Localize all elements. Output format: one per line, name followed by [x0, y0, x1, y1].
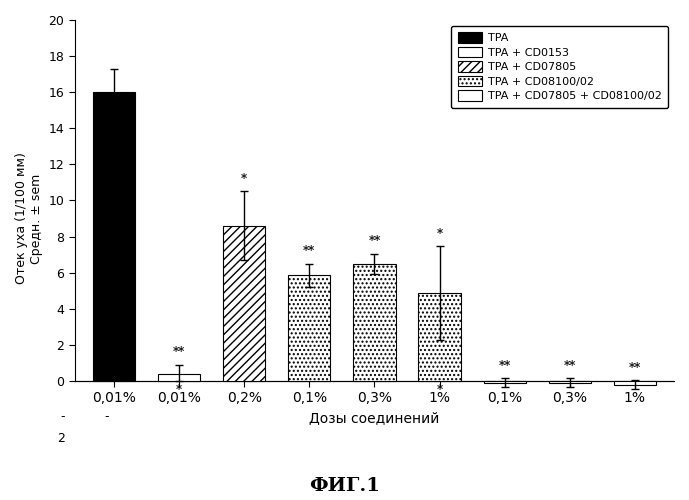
Text: **: **: [369, 236, 380, 248]
Bar: [93, 92, 135, 381]
Text: *: *: [241, 173, 247, 186]
Text: **: **: [499, 360, 511, 373]
Bar: [614, 381, 656, 384]
Legend: TPA, TPA + CD0153, TPA + CD07805, TPA + CD08100/02, TPA + CD07805 + CD08100/02: TPA, TPA + CD0153, TPA + CD07805, TPA + …: [451, 26, 668, 108]
X-axis label: Дозы соединений: Дозы соединений: [309, 411, 440, 425]
Bar: [353, 264, 395, 381]
Text: -: -: [61, 410, 65, 424]
Text: *: *: [437, 228, 442, 241]
Text: **: **: [629, 362, 641, 374]
Text: **: **: [564, 360, 576, 373]
Text: **: **: [303, 245, 316, 258]
Bar: [418, 294, 461, 381]
Y-axis label: Отек уха (1/100 мм)
Средн. ± sem: Отек уха (1/100 мм) Средн. ± sem: [15, 152, 43, 284]
Bar: [223, 226, 265, 381]
Bar: [158, 374, 200, 381]
Bar: [288, 276, 331, 381]
Text: 2: 2: [57, 417, 65, 445]
Bar: [548, 381, 591, 382]
Bar: [484, 381, 526, 382]
Text: **: **: [173, 346, 185, 360]
Text: -: -: [104, 410, 109, 424]
Text: ФИГ.1: ФИГ.1: [309, 477, 380, 495]
Text: *: *: [176, 384, 182, 396]
Text: *: *: [437, 384, 442, 396]
